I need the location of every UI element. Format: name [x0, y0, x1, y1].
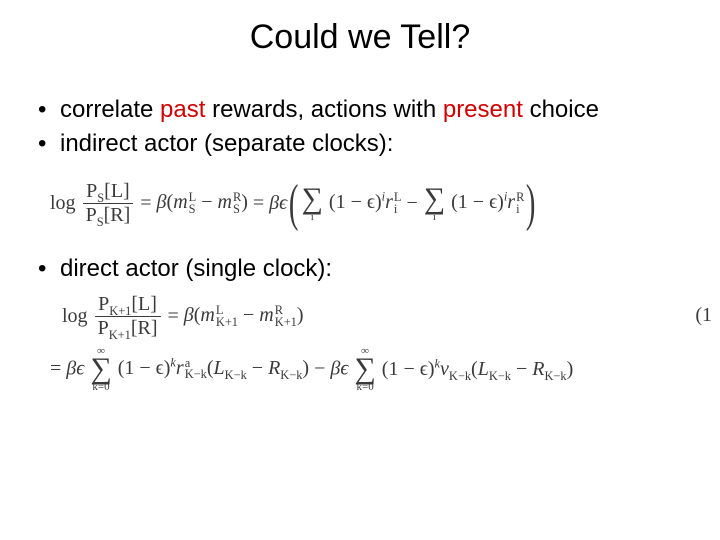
eq2-R2-sub: K−k: [544, 369, 566, 383]
eq2-R1-sub: K−k: [280, 368, 302, 382]
eq1-eps: ϵ: [279, 192, 287, 214]
eq2-v-sub: K−k: [449, 369, 471, 383]
equation-direct-actor: log PK+1[L] PK+1[R] = β(mLK+1 − mRK+1) (…: [34, 294, 686, 393]
eq2-minus-4: −: [511, 358, 532, 380]
equation-number: (1: [695, 304, 712, 327]
bullet-3: direct actor (single clock):: [34, 254, 686, 284]
eq1-log: log: [50, 192, 76, 214]
eq1-ome-1: (1 − ϵ): [329, 191, 382, 213]
eq2-num-P: P: [98, 293, 109, 315]
eq2-R1: R: [268, 357, 280, 379]
eq1-num-P: P: [86, 180, 97, 202]
bullet-1: correlate past rewards, actions with pre…: [34, 95, 686, 125]
eq2-num-sub: K+1: [109, 304, 131, 318]
bullet-list-2: direct actor (single clock):: [34, 254, 686, 284]
eq2-ome-1: (1 − ϵ): [118, 357, 171, 379]
eq1-r-2: r: [507, 191, 515, 213]
eq2-L1-sub: K−k: [225, 368, 247, 382]
eq2-den-arg: [R]: [131, 317, 158, 339]
eq1-minus-2: −: [406, 192, 422, 214]
eq2-L1: L: [214, 357, 225, 379]
eq1-r1-sub: i: [394, 204, 402, 216]
eq1-equals-2: =: [253, 192, 269, 214]
eq2-l2-eq: =: [50, 358, 66, 380]
bullet-1-post: choice: [523, 96, 599, 123]
eq2-v: v: [440, 358, 449, 380]
eq1-ome-2: (1 − ϵ): [451, 191, 504, 213]
eq2-mL: m: [200, 304, 214, 326]
eq1-beta-2: β: [269, 192, 279, 214]
eq1-rp1: ): [241, 191, 248, 213]
eq2-frac: PK+1[L] PK+1[R]: [95, 294, 161, 339]
eq1-r-1: r: [385, 191, 393, 213]
eq1-mR-sub: S: [233, 204, 241, 216]
bullet-1-hl1: past: [160, 96, 205, 123]
eq2-mR-sub: K+1: [275, 317, 297, 329]
eq2-beta: β: [184, 304, 194, 326]
eq2-equals: =: [168, 305, 184, 327]
eq2-l2-eps-2: ϵ: [340, 358, 348, 380]
eq2-sum2-sub: k=0: [354, 381, 375, 393]
eq2-r-sub: K−k: [185, 369, 207, 381]
eq2-minus-2: −: [247, 357, 268, 379]
eq1-den-sub: S: [97, 215, 104, 229]
eq2-mL-sub: K+1: [216, 317, 238, 329]
eq2-L2-sub: K−k: [489, 369, 511, 383]
eq2-R2: R: [532, 358, 544, 380]
eq1-sum-2: ∑ i: [424, 184, 445, 223]
eq1-beta-1: β: [157, 191, 167, 213]
slide: Could we Tell? correlate past rewards, a…: [0, 0, 720, 393]
eq2-l2-beta-2: β: [330, 358, 340, 380]
eq2-den-P: P: [98, 317, 109, 339]
eq1-den-arg: [R]: [104, 204, 131, 226]
bullet-1-hl2: present: [443, 96, 523, 123]
eq2-num-arg: [L]: [131, 293, 157, 315]
eq2-mR: m: [259, 304, 273, 326]
eq2-l2-beta-1: β: [66, 358, 76, 380]
eq2-ome-2: (1 − ϵ): [382, 358, 435, 380]
bullet-1-pre: correlate: [60, 96, 160, 123]
eq2-sum-1: ∞ ∑ k=0: [90, 345, 111, 393]
eq1-frac: PS[L] PS[R]: [83, 181, 134, 226]
eq2-sum1-sub: k=0: [90, 381, 111, 393]
eq1-mL: m: [173, 191, 187, 213]
eq2-l2-eps-1: ϵ: [76, 358, 84, 380]
slide-title: Could we Tell?: [34, 18, 686, 57]
eq1-equals-1: =: [140, 192, 156, 214]
bullet-list: correlate past rewards, actions with pre…: [34, 95, 686, 159]
eq2-den-sub: K+1: [109, 328, 131, 342]
equation-indirect-actor: log PS[L] PS[R] = β(mLS − mRS) = βϵ ( ∑ …: [34, 181, 686, 226]
eq2-minus-1: −: [238, 304, 259, 326]
eq1-mR: m: [218, 191, 232, 213]
eq2-log: log: [62, 305, 88, 327]
eq1-minus-1: −: [196, 191, 217, 213]
eq1-den-P: P: [86, 204, 97, 226]
eq2-sum-2: ∞ ∑ k=0: [354, 345, 375, 393]
eq1-num-arg: [L]: [104, 180, 130, 202]
eq1-sum-1: ∑ i: [302, 184, 323, 223]
eq2-minus-3: −: [314, 358, 330, 380]
eq2-L2: L: [478, 358, 489, 380]
eq1-r2-sub: i: [516, 204, 524, 216]
bullet-2: indirect actor (separate clocks):: [34, 129, 686, 159]
eq2-r: r: [176, 357, 184, 379]
bullet-1-mid: rewards, actions with: [205, 96, 442, 123]
